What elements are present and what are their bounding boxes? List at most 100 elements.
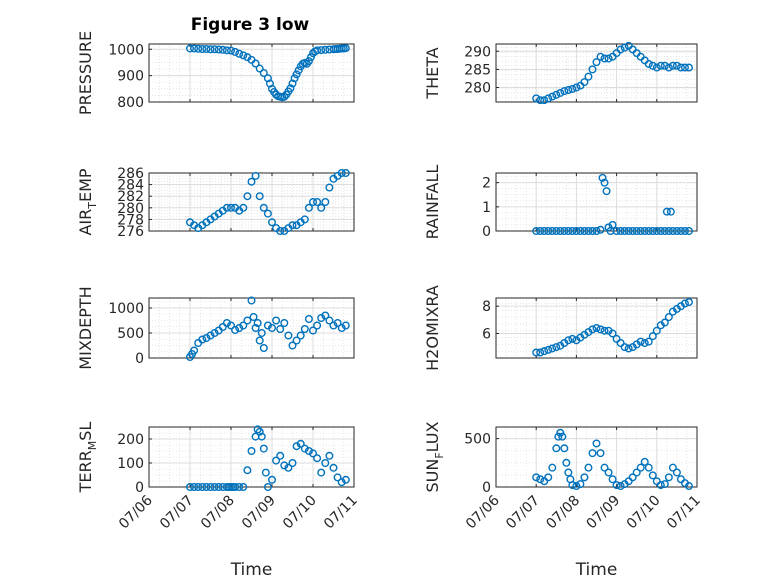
y-tick-label: 100 — [117, 456, 144, 472]
y-tick-label: 0 — [482, 480, 491, 496]
data-point — [337, 478, 346, 487]
data-point — [684, 298, 693, 307]
data-point — [684, 63, 693, 72]
x-axis-label: Time — [575, 560, 618, 580]
data-point — [554, 432, 563, 441]
data-point — [548, 226, 557, 235]
series-pressure — [185, 44, 350, 102]
data-point — [552, 343, 561, 352]
data-point — [568, 334, 577, 343]
x-tick-label: 07/09 — [239, 493, 279, 533]
data-point — [337, 168, 346, 177]
x-tick-label: 07/07 — [157, 493, 197, 533]
data-point — [243, 466, 252, 475]
axes-frame — [148, 426, 355, 488]
data-point — [668, 61, 677, 70]
data-point — [588, 65, 597, 74]
y-tick-label: 278 — [117, 212, 144, 228]
x-axis-label: Time — [230, 560, 273, 580]
data-point — [532, 94, 541, 103]
data-point — [562, 458, 571, 467]
data-point — [558, 432, 567, 441]
data-point — [660, 318, 669, 327]
data-point — [584, 226, 593, 235]
data-point — [321, 459, 330, 468]
minor-grid — [495, 298, 698, 359]
data-point — [288, 341, 297, 350]
data-point — [239, 321, 248, 330]
data-point — [243, 316, 252, 325]
data-point — [616, 339, 625, 348]
data-point — [190, 346, 199, 355]
data-point — [596, 52, 605, 61]
data-point — [680, 299, 689, 308]
data-point — [676, 226, 685, 235]
x-tick-label: 07/08 — [198, 493, 238, 533]
subplot-h2omixra: 6 8 H2OMIXRA — [423, 285, 698, 371]
data-point — [540, 347, 549, 356]
data-point — [206, 45, 215, 54]
data-point — [313, 321, 322, 330]
y-tick-label: 900 — [117, 69, 144, 85]
data-point — [596, 325, 605, 334]
data-point — [202, 483, 211, 492]
data-point — [624, 226, 633, 235]
minor-grid — [148, 298, 355, 359]
data-point — [616, 45, 625, 54]
figure-title: Figure 3 low — [191, 15, 310, 35]
data-point — [210, 483, 219, 492]
data-point — [648, 471, 657, 480]
data-point — [532, 348, 541, 357]
data-point — [263, 483, 272, 492]
data-point — [580, 78, 589, 87]
data-point — [572, 226, 581, 235]
data-point — [309, 449, 318, 458]
data-point — [333, 473, 342, 482]
data-point — [596, 225, 605, 234]
y-tick-label: 800 — [117, 95, 144, 111]
axes-frame — [148, 297, 355, 359]
data-point — [321, 311, 330, 320]
data-point — [292, 70, 301, 79]
data-point — [640, 457, 649, 466]
data-point — [253, 319, 262, 328]
data-point — [532, 473, 541, 482]
y-tick-label: 285 — [464, 62, 491, 78]
data-point — [226, 321, 235, 330]
data-point — [628, 473, 637, 482]
data-point — [321, 197, 330, 206]
subplot-theta: 280 285 290 THETA — [423, 41, 698, 105]
data-point — [255, 64, 264, 73]
axes-frame — [495, 426, 698, 488]
data-point — [564, 226, 573, 235]
data-point — [636, 226, 645, 235]
y-tick-label: 290 — [464, 44, 491, 60]
data-point — [656, 481, 665, 490]
data-point — [536, 226, 545, 235]
y-tick-label: 1000 — [108, 42, 144, 58]
data-point — [666, 207, 675, 216]
data-point — [672, 61, 681, 70]
data-point — [198, 45, 207, 54]
y-tick-label: 284 — [117, 178, 144, 194]
data-point — [652, 326, 661, 335]
data-point — [556, 226, 565, 235]
y-tick-label: 0 — [135, 351, 144, 367]
data-point — [560, 444, 569, 453]
data-point — [600, 54, 609, 63]
data-point — [616, 482, 625, 491]
data-point — [580, 226, 589, 235]
data-point — [251, 324, 260, 333]
data-point — [190, 44, 199, 53]
y-tick-label: 282 — [117, 189, 144, 205]
data-point — [296, 331, 305, 340]
data-point — [612, 481, 621, 490]
data-point — [288, 221, 297, 230]
data-point — [684, 482, 693, 491]
axes-background — [496, 44, 697, 102]
data-point — [306, 53, 315, 62]
data-point — [317, 203, 326, 212]
data-point — [255, 192, 264, 201]
series-terr_msl — [185, 425, 350, 492]
